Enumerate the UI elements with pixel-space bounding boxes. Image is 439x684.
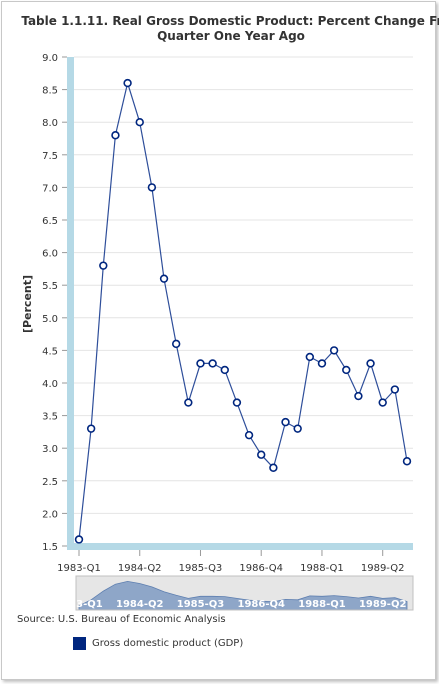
data-point[interactable] xyxy=(111,131,120,140)
data-point[interactable] xyxy=(86,424,96,433)
data-point[interactable] xyxy=(269,463,278,472)
data-point[interactable] xyxy=(378,398,387,407)
y-tick-label: 3.5 xyxy=(42,412,58,423)
data-point[interactable] xyxy=(171,339,181,349)
chart-title-line1: Table 1.1.11. Real Gross Domestic Produc… xyxy=(21,14,439,28)
series-points xyxy=(74,78,412,544)
y-axis-label: [Percent] xyxy=(21,275,34,333)
y-tick-label: 7.5 xyxy=(42,151,58,162)
y-tick-label: 9.0 xyxy=(42,53,58,64)
data-point[interactable] xyxy=(354,391,363,401)
x-tick-label: 1988-Q1 xyxy=(300,563,344,574)
navigator-label: 1986-Q4 xyxy=(237,599,284,610)
y-tick-label: 5.0 xyxy=(42,314,58,325)
navigator[interactable]: 1983-Q1 1984-Q2 1985-Q3 1986-Q4 1988-Q1 1989-… xyxy=(55,575,414,611)
data-point[interactable] xyxy=(159,274,169,283)
data-point[interactable] xyxy=(135,117,144,127)
chart-title: Table 1.1.11. Real Gross Domestic Produc… xyxy=(6,14,439,44)
data-point[interactable] xyxy=(123,78,132,88)
y-tick-label: 8.0 xyxy=(42,118,58,129)
data-point[interactable] xyxy=(196,359,205,368)
data-point[interactable] xyxy=(184,398,193,407)
data-point[interactable] xyxy=(305,352,315,362)
navigator-border xyxy=(75,575,414,611)
y-tick-label: 2.0 xyxy=(42,509,58,520)
data-point[interactable] xyxy=(281,417,290,427)
y-tick-label: 6.0 xyxy=(42,249,58,260)
navigator-label: 1985-Q3 xyxy=(177,599,224,610)
y-tick-label: 3.0 xyxy=(42,444,58,455)
series-line-gdp xyxy=(78,80,408,540)
y-tick-label: 4.0 xyxy=(42,379,58,390)
data-point[interactable] xyxy=(220,365,229,375)
x-tick-label: 1983-Q1 xyxy=(57,563,101,574)
data-point[interactable] xyxy=(293,424,302,433)
y-tick-label: 2.5 xyxy=(42,477,58,488)
data-point[interactable] xyxy=(257,450,266,459)
data-point[interactable] xyxy=(147,183,157,192)
data-point[interactable] xyxy=(99,261,108,270)
data-point[interactable] xyxy=(244,430,254,440)
x-tick-label: 1989-Q2 xyxy=(361,563,405,574)
data-point[interactable] xyxy=(342,365,351,375)
navigator-label: 1988-Q1 xyxy=(298,599,345,610)
legend[interactable]: Gross domestic product (GDP) xyxy=(73,637,243,650)
grid-lines xyxy=(74,56,413,547)
source-note: Source: U.S. Bureau of Economic Analysis xyxy=(17,614,226,625)
navigator-series-area xyxy=(78,580,408,611)
navigator-label: 1984-Q2 xyxy=(116,599,163,610)
data-point[interactable] xyxy=(232,398,242,407)
navigator-labels: 1983-Q1 1984-Q2 1985-Q3 1986-Q4 1988-Q1 1989-… xyxy=(55,599,406,610)
y-tick-label: 7.0 xyxy=(42,183,58,194)
x-tick-label: 1986-Q4 xyxy=(239,563,283,574)
data-point[interactable] xyxy=(208,359,217,368)
navigator-label: 1983-Q1 xyxy=(55,599,102,610)
plot-bottom-band xyxy=(67,543,413,550)
y-tick-label: 4.5 xyxy=(42,346,58,357)
data-point[interactable] xyxy=(402,457,412,466)
x-axis-ticks: 1983-Q1 1984-Q2 1985-Q3 1986-Q4 1988-Q1 1989-… xyxy=(57,550,405,574)
y-tick-label: 8.5 xyxy=(42,86,58,97)
y-tick-label: 1.5 xyxy=(42,542,58,553)
data-point[interactable] xyxy=(74,535,84,544)
data-point[interactable] xyxy=(366,359,375,368)
data-point[interactable] xyxy=(329,346,339,355)
legend-label-gdp: Gross domestic product (GDP) xyxy=(92,638,244,649)
navigator-label: 1989-Q2 xyxy=(359,599,406,610)
y-tick-label: 6.5 xyxy=(42,216,58,227)
y-axis-ticks: 1.5 2.0 2.5 3.0 3.5 4.0 4.5 5.0 5.5 6.0 6.5 7.0 7.5 8… xyxy=(42,53,67,553)
legend-swatch-gdp xyxy=(73,637,86,650)
data-point[interactable] xyxy=(317,359,327,368)
x-tick-label: 1984-Q2 xyxy=(118,563,162,574)
x-tick-label: 1985-Q3 xyxy=(179,563,223,574)
plot-left-band xyxy=(67,57,74,548)
data-point[interactable] xyxy=(390,385,400,394)
y-tick-label: 5.5 xyxy=(42,281,58,292)
chart-title-line2: Quarter One Year Ago xyxy=(157,29,305,43)
